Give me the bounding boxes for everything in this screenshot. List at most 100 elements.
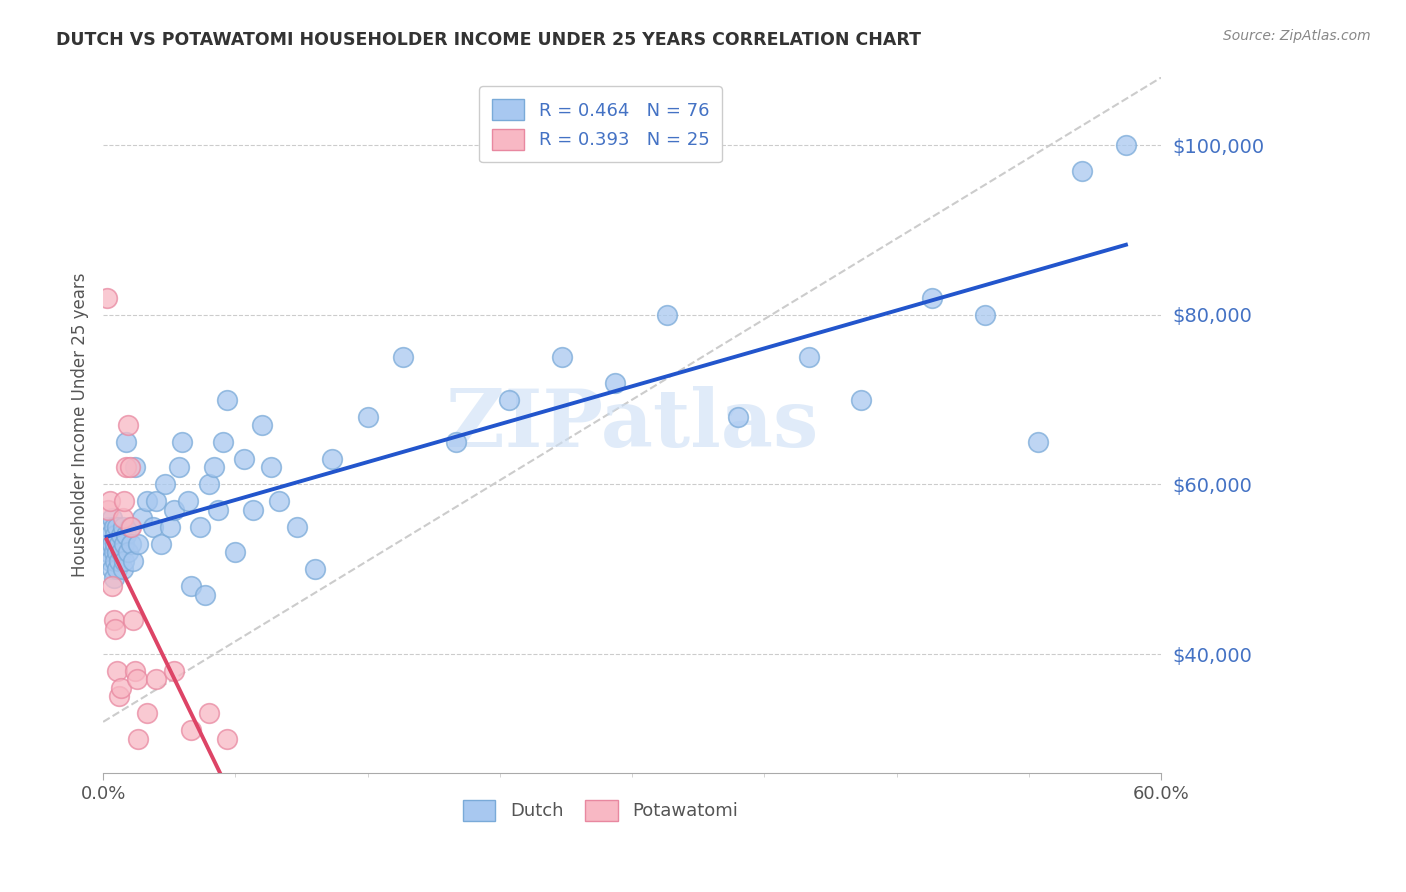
Point [97,545,120,559]
Text: Source: ZipAtlas.com: Source: ZipAtlas.com [1223,29,1371,43]
Point [145,494,167,508]
Point [153,477,176,491]
Point [101,537,124,551]
Text: ZIPatlas: ZIPatlas [446,386,818,464]
Point [104,537,127,551]
Point [112,537,135,551]
Point [321,452,343,467]
Point [111,520,134,534]
Point [104,554,127,568]
Point [498,392,520,407]
Point [96,537,118,551]
Point [392,351,415,365]
Point [101,511,124,525]
Point [117,418,139,433]
Point [108,690,131,704]
Point [104,528,127,542]
Point [194,588,217,602]
Point [117,545,139,559]
Point [120,520,142,534]
Point [118,520,141,534]
Point [127,537,149,551]
Point [159,520,181,534]
Point [550,351,572,365]
Point [98,528,121,542]
Point [356,409,378,424]
Point [111,562,134,576]
Point [224,545,246,559]
Point [304,562,326,576]
Point [727,409,749,424]
Point [1026,435,1049,450]
Point [105,545,128,559]
Point [242,503,264,517]
Point [98,494,121,508]
Point [285,520,308,534]
Legend: Dutch, Potawatomi: Dutch, Potawatomi [450,787,751,833]
Point [97,520,120,534]
Point [97,503,120,517]
Point [105,562,128,576]
Point [136,706,159,721]
Point [125,673,148,687]
Point [124,460,146,475]
Point [103,571,125,585]
Point [163,664,186,678]
Point [444,435,467,450]
Point [797,351,820,365]
Point [103,613,125,627]
Point [115,435,138,450]
Point [150,537,173,551]
Point [115,528,138,542]
Point [172,435,194,450]
Point [115,460,138,475]
Point [921,291,943,305]
Point [202,460,225,475]
Point [105,664,128,678]
Point [269,494,291,508]
Point [167,460,190,475]
Point [1070,163,1092,178]
Point [122,554,145,568]
Point [180,723,202,738]
Point [120,537,142,551]
Point [105,520,128,534]
Point [110,545,132,559]
Point [603,376,626,390]
Point [163,503,186,517]
Point [145,673,167,687]
Point [207,503,229,517]
Point [973,308,995,322]
Point [212,435,235,450]
Point [180,579,202,593]
Point [103,520,125,534]
Point [118,460,141,475]
Point [127,731,149,746]
Point [101,579,124,593]
Point [96,291,118,305]
Point [851,392,873,407]
Point [188,520,211,534]
Point [233,452,256,467]
Text: DUTCH VS POTAWATOMI HOUSEHOLDER INCOME UNDER 25 YEARS CORRELATION CHART: DUTCH VS POTAWATOMI HOUSEHOLDER INCOME U… [56,31,921,49]
Point [110,528,132,542]
Point [110,681,132,695]
Point [108,554,131,568]
Point [198,706,221,721]
Point [141,520,163,534]
Point [136,494,159,508]
Point [1115,138,1137,153]
Point [124,664,146,678]
Point [101,562,124,576]
Point [104,622,127,636]
Point [177,494,200,508]
Point [98,554,121,568]
Point [111,511,134,525]
Point [250,418,273,433]
Point [131,511,153,525]
Point [215,731,238,746]
Point [260,460,283,475]
Point [122,613,145,627]
Point [198,477,221,491]
Point [215,392,238,407]
